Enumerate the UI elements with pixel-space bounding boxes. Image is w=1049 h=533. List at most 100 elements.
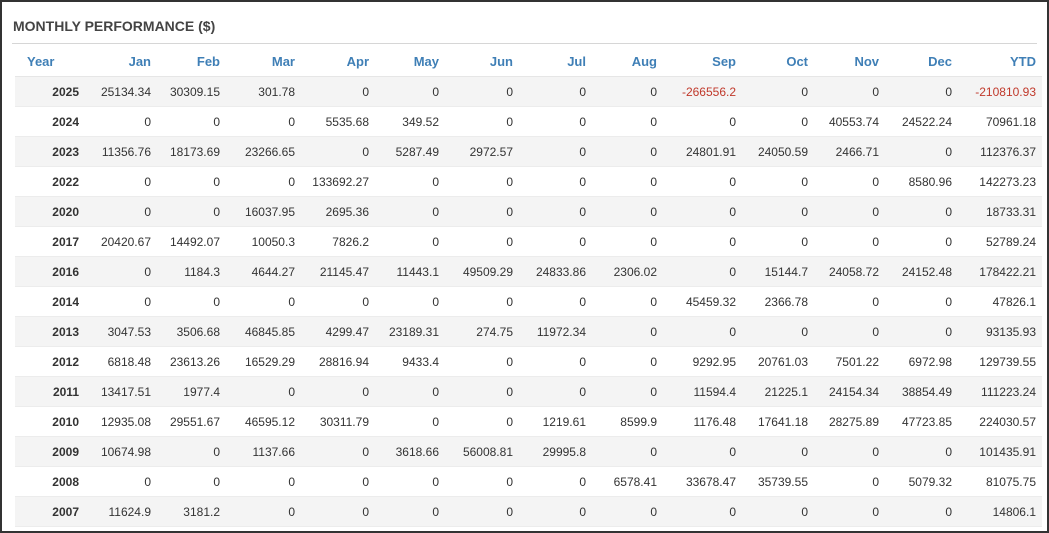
cell-aug: 0 (592, 286, 663, 317)
cell-sep: 0 (663, 196, 742, 227)
cell-dec: 0 (885, 76, 958, 107)
cell-nov: 40553.74 (814, 106, 885, 137)
column-header-sep: Sep (663, 46, 742, 77)
cell-may: 11443.1 (375, 256, 445, 287)
cell-feb: 0 (157, 106, 226, 137)
cell-apr: 7826.2 (301, 226, 375, 257)
cell-may: 0 (375, 406, 445, 437)
table-row: 2017 20420.67 14492.07 10050.3 7826.2 0 0 0 0 0 0 0… (15, 226, 1042, 257)
cell-jan: 0 (81, 256, 157, 287)
cell-apr: 0 (301, 376, 375, 407)
table-row: 2016 0 1184.3 4644.27 21145.47 11443.1 49509.2… (15, 256, 1042, 287)
cell-nov: 7501.22 (814, 346, 885, 377)
cell-apr: 4299.47 (301, 316, 375, 347)
cell-oct: 15144.7 (742, 256, 814, 287)
cell-jun: 0 (445, 376, 519, 407)
cell-ytd: 70961.18 (958, 106, 1042, 137)
table-row: 2025 25134.34 30309.15 301.78 0 0 0 0 0 -266556.2… (15, 76, 1042, 107)
column-header-jul: Jul (519, 46, 592, 77)
cell-dec: 0 (885, 496, 958, 527)
year-cell: 2017 (15, 226, 81, 257)
cell-may: 0 (375, 286, 445, 317)
cell-dec: 0 (885, 196, 958, 227)
cell-jan: 13417.51 (81, 376, 157, 407)
cell-aug: 0 (592, 346, 663, 377)
cell-aug: 0 (592, 226, 663, 257)
cell-feb: 0 (157, 196, 226, 227)
cell-feb: 30309.15 (157, 76, 226, 107)
cell-mar: 16037.95 (226, 196, 301, 227)
cell-feb: 1977.4 (157, 376, 226, 407)
cell-feb: 3181.2 (157, 496, 226, 527)
cell-dec: 47723.85 (885, 406, 958, 437)
cell-mar: 0 (226, 106, 301, 137)
cell-oct: 0 (742, 166, 814, 197)
cell-jul: 0 (519, 376, 592, 407)
table-row: 2011 13417.51 1977.4 0 0 0 0 0 0 11594.4 21225.1 24… (15, 376, 1042, 407)
cell-may: 0 (375, 466, 445, 497)
cell-jun: 0 (445, 286, 519, 317)
cell-jun: 0 (445, 196, 519, 227)
cell-ytd: 52789.24 (958, 226, 1042, 257)
cell-dec: 38854.49 (885, 376, 958, 407)
cell-oct: 0 (742, 316, 814, 347)
cell-apr: 28816.94 (301, 346, 375, 377)
cell-sep: 24801.91 (663, 136, 742, 167)
cell-oct: 17641.18 (742, 406, 814, 437)
column-header-mar: Mar (226, 46, 301, 77)
table-row: 2023 11356.76 18173.69 23266.65 0 5287.49 2972… (15, 136, 1042, 167)
cell-may: 349.52 (375, 106, 445, 137)
cell-feb: 3506.68 (157, 316, 226, 347)
cell-sep: 1176.48 (663, 406, 742, 437)
cell-ytd: 14806.1 (958, 496, 1042, 527)
column-header-jun: Jun (445, 46, 519, 77)
cell-jun: 0 (445, 166, 519, 197)
year-cell: 2013 (15, 316, 81, 347)
cell-aug: 0 (592, 136, 663, 167)
cell-aug: 2306.02 (592, 256, 663, 287)
cell-oct: 0 (742, 436, 814, 467)
cell-jul: 0 (519, 106, 592, 137)
cell-mar: 23266.65 (226, 136, 301, 167)
cell-sep: 0 (663, 496, 742, 527)
cell-jun: 49509.29 (445, 256, 519, 287)
cell-mar: 4644.27 (226, 256, 301, 287)
cell-jan: 6818.48 (81, 346, 157, 377)
cell-apr: 0 (301, 286, 375, 317)
column-header-apr: Apr (301, 46, 375, 77)
table-row: 2013 3047.53 3506.68 46845.85 4299.47 23189.3… (15, 316, 1042, 347)
cell-apr: 30311.79 (301, 406, 375, 437)
cell-jan: 11624.9 (81, 496, 157, 527)
cell-jun: 0 (445, 226, 519, 257)
cell-apr: 0 (301, 496, 375, 527)
cell-apr: 0 (301, 76, 375, 107)
cell-ytd: 129739.55 (958, 346, 1042, 377)
table-row: 2008 0 0 0 0 0 0 0 6578.41 33678.47 35739.55 0 5079.… (15, 466, 1042, 497)
cell-mar: 0 (226, 166, 301, 197)
cell-feb: 0 (157, 466, 226, 497)
cell-jul: 0 (519, 346, 592, 377)
cell-jan: 0 (81, 166, 157, 197)
cell-nov: 0 (814, 166, 885, 197)
cell-oct: 0 (742, 76, 814, 107)
cell-ytd: 111223.24 (958, 376, 1042, 407)
cell-oct: 24050.59 (742, 136, 814, 167)
cell-may: 3618.66 (375, 436, 445, 467)
cell-sep: 9292.95 (663, 346, 742, 377)
cell-sep: -266556.2 (663, 76, 742, 107)
cell-dec: 0 (885, 436, 958, 467)
cell-jul: 0 (519, 226, 592, 257)
cell-may: 0 (375, 226, 445, 257)
cell-jan: 12935.08 (81, 406, 157, 437)
cell-aug: 6578.41 (592, 466, 663, 497)
cell-sep: 45459.32 (663, 286, 742, 317)
cell-nov: 0 (814, 76, 885, 107)
cell-mar: 0 (226, 466, 301, 497)
cell-jul: 0 (519, 286, 592, 317)
cell-apr: 5535.68 (301, 106, 375, 137)
cell-feb: 14492.07 (157, 226, 226, 257)
cell-jan: 3047.53 (81, 316, 157, 347)
cell-nov: 24154.34 (814, 376, 885, 407)
cell-aug: 0 (592, 376, 663, 407)
